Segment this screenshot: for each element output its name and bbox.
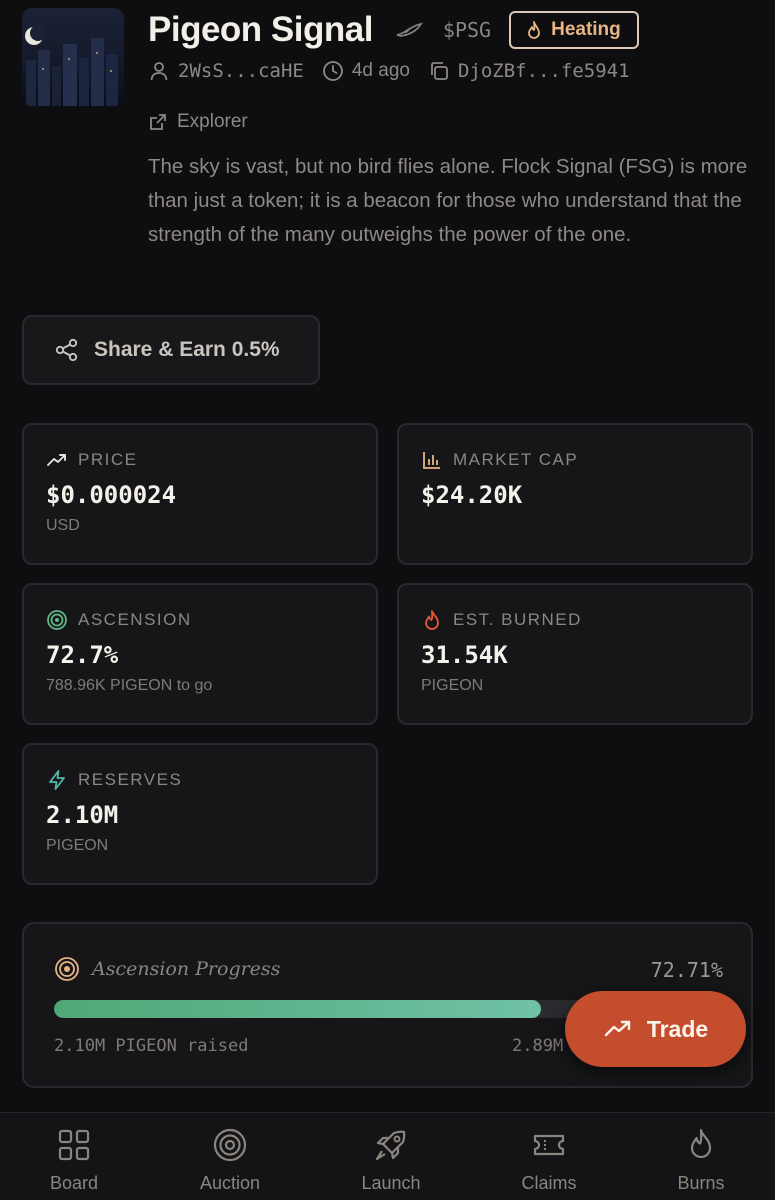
pigeon-icon [396, 22, 423, 37]
market-cap-card: MARKET CAP $24.20K [397, 423, 753, 565]
ascension-remaining: 788.96K PIGEON to go [46, 677, 213, 694]
flame-icon [528, 21, 540, 39]
bottom-nav: Board Auction Launch Claims Burns [0, 1112, 775, 1200]
contract-address: DjoZBf...fe5941 [457, 60, 630, 82]
burned-label: EST. BURNED [453, 610, 582, 629]
reserves-unit: PIGEON [46, 837, 109, 854]
burned-card: EST. BURNED 31.54K PIGEON [397, 583, 753, 725]
ascension-card: ASCENSION 72.7% 788.96K PIGEON to go [22, 583, 378, 725]
token-description: The sky is vast, but no bird flies alone… [148, 155, 748, 246]
reserves-card: RESERVES 2.10M PIGEON [22, 743, 378, 885]
share-earn-button[interactable]: Share & Earn 0.5% [22, 315, 320, 385]
nav-item-burns[interactable]: Burns [641, 1127, 761, 1194]
token-meta: 2WsS...caHE 4d ago DjoZBf...fe5941 [148, 60, 648, 82]
burned-unit: PIGEON [421, 677, 484, 694]
explorer-label: Explorer [177, 111, 248, 132]
target-icon [47, 610, 67, 630]
token-age-label: 4d ago [351, 60, 410, 81]
creator-link[interactable]: 2WsS...caHE [148, 60, 304, 82]
nav-label-board: Board [49, 1173, 99, 1193]
nav-item-board[interactable]: Board [14, 1127, 134, 1194]
burned-value: 31.54K [421, 641, 508, 669]
status-badge: Heating [509, 11, 639, 49]
ticket-icon [533, 1134, 565, 1156]
trade-button[interactable]: Trade [565, 991, 746, 1067]
progress-title: Ascension Progress [92, 958, 281, 980]
trending-up-icon [47, 454, 66, 466]
progress-raised: 2.10M PIGEON raised [54, 1036, 249, 1056]
market-cap-value: $24.20K [421, 481, 523, 509]
share-label: Share & Earn 0.5% [94, 338, 280, 361]
copy-icon [431, 62, 448, 80]
nav-label-claims: Claims [521, 1173, 577, 1193]
token-ticker: $PSG [442, 18, 492, 42]
bar-chart-icon [423, 452, 440, 469]
nav-label-burns: Burns [677, 1173, 725, 1193]
user-icon [150, 62, 168, 81]
token-avatar [22, 8, 124, 106]
rocket-icon [375, 1130, 406, 1161]
creator-address: 2WsS...caHE [178, 60, 304, 82]
external-link-icon [150, 114, 166, 130]
price-value: $0.000024 [46, 481, 177, 509]
ascension-label: ASCENSION [78, 610, 192, 629]
trending-up-icon [604, 1020, 631, 1037]
copy-address-button[interactable]: DjoZBf...fe5941 [428, 60, 630, 82]
nav-label-auction: Auction [199, 1173, 261, 1193]
progress-target: 2.89M [512, 1036, 564, 1056]
explorer-link[interactable]: Explorer [148, 111, 248, 133]
status-badge-label: Heating [551, 19, 621, 40]
nav-item-auction[interactable]: Auction [170, 1127, 290, 1194]
reserves-label: RESERVES [78, 770, 183, 789]
flame-icon [425, 610, 439, 630]
progress-bar-fill [54, 1000, 542, 1018]
flame-icon [690, 1128, 712, 1159]
reserves-value: 2.10M [46, 801, 119, 829]
trade-label: Trade [646, 1015, 709, 1042]
target-icon [55, 957, 79, 981]
market-cap-label: MARKET CAP [453, 450, 579, 469]
grid-icon [58, 1129, 90, 1161]
target-icon [213, 1128, 247, 1162]
clock-icon [322, 61, 343, 81]
share-icon [55, 338, 78, 362]
nav-item-claims[interactable]: Claims [489, 1127, 609, 1194]
ascension-value: 72.7% [46, 641, 119, 669]
token-name: Pigeon Signal [148, 10, 373, 49]
price-unit: USD [46, 517, 80, 534]
lightning-icon [49, 770, 65, 790]
progress-bar-track [54, 1000, 724, 1018]
price-card: PRICE $0.000024 USD [22, 423, 378, 565]
nav-label-launch: Launch [361, 1173, 421, 1193]
nav-item-launch[interactable]: Launch [331, 1127, 451, 1194]
progress-percent: 72.71% [650, 958, 723, 982]
token-age: 4d ago [322, 60, 410, 82]
price-label: PRICE [78, 450, 138, 469]
token-header: Pigeon Signal $PSG Heating [148, 8, 639, 52]
